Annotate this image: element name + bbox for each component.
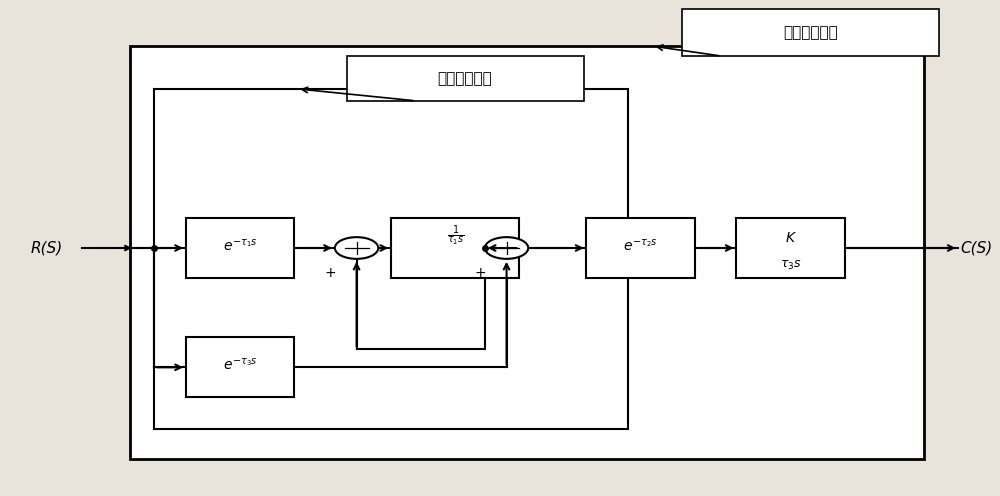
Circle shape [335, 237, 378, 259]
Bar [186, 337, 294, 397]
Bar [347, 56, 584, 101]
Text: $K$: $K$ [785, 231, 797, 245]
Text: 高通滤波框图: 高通滤波框图 [438, 71, 492, 86]
Text: $\frac{1}{\tau_1 s}$: $\frac{1}{\tau_1 s}$ [447, 223, 464, 248]
Bar [682, 9, 939, 56]
Text: +: + [324, 266, 336, 280]
Text: 带通滤波框图: 带通滤波框图 [783, 25, 838, 40]
Bar [154, 89, 628, 429]
Bar [586, 218, 695, 278]
Text: $\tau_3 s$: $\tau_3 s$ [780, 259, 802, 272]
Text: $e^{-\tau_2 s}$: $e^{-\tau_2 s}$ [623, 238, 658, 253]
Text: $e^{-\tau_1 s}$: $e^{-\tau_1 s}$ [223, 238, 257, 253]
Bar [736, 218, 845, 278]
Text: $e^{-\tau_3 s}$: $e^{-\tau_3 s}$ [223, 357, 257, 373]
Circle shape [485, 237, 528, 259]
Bar [391, 218, 519, 278]
Text: C(S): C(S) [960, 241, 993, 255]
Bar [186, 218, 294, 278]
Text: R(S): R(S) [31, 241, 63, 255]
Text: +: + [474, 266, 486, 280]
Bar [130, 46, 924, 459]
